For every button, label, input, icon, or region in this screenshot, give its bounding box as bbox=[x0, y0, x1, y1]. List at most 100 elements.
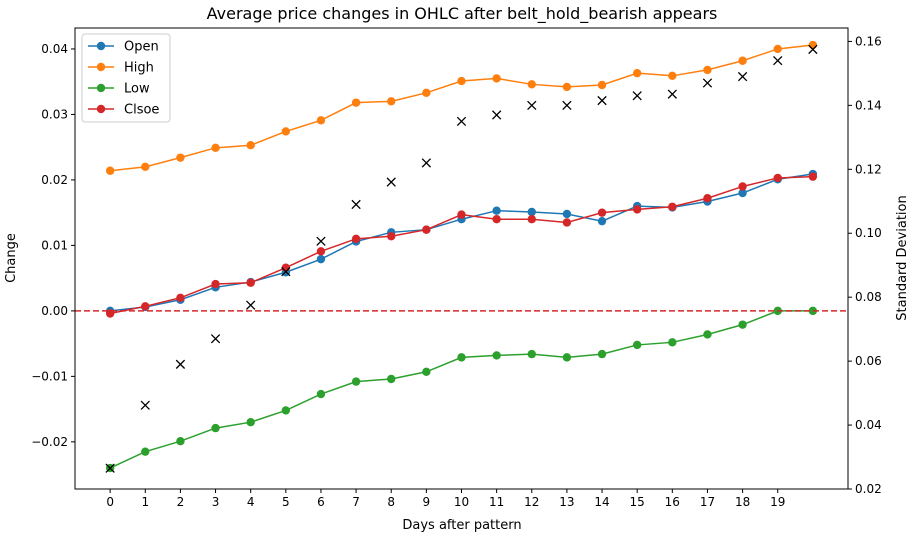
data-point-open bbox=[738, 188, 747, 198]
data-point-low bbox=[738, 320, 747, 329]
data-point-high bbox=[632, 68, 642, 78]
x-tick-label: 16 bbox=[665, 495, 680, 509]
legend: Open High Low Clsoe bbox=[81, 33, 171, 123]
plot-frame bbox=[74, 27, 849, 490]
y2-tick-label: 0.14 bbox=[855, 98, 882, 112]
legend-swatch-marker bbox=[96, 104, 106, 114]
data-point-low bbox=[632, 340, 642, 350]
std-dev-point bbox=[386, 177, 396, 187]
data-point-high bbox=[597, 80, 607, 90]
std-dev-point bbox=[737, 71, 748, 82]
legend-label: Low bbox=[124, 82, 150, 97]
data-point-clsoe bbox=[492, 215, 501, 224]
legend-label: High bbox=[124, 61, 154, 76]
x-tick-label: 5 bbox=[282, 495, 290, 509]
legend-swatch-marker bbox=[96, 41, 106, 51]
data-point-low bbox=[527, 349, 536, 359]
data-point-low bbox=[387, 374, 396, 384]
std-dev-point bbox=[421, 158, 432, 168]
y2-tick-label: 0.06 bbox=[855, 354, 882, 368]
data-point-low bbox=[281, 406, 291, 415]
data-point-low bbox=[351, 377, 361, 386]
y-tick-label: −0.02 bbox=[31, 435, 68, 449]
y-tick-label: 0.01 bbox=[41, 238, 68, 252]
x-tick-label: 8 bbox=[387, 495, 395, 509]
legend-label: Clsoe bbox=[124, 103, 159, 118]
data-point-high bbox=[527, 80, 536, 89]
data-point-open bbox=[316, 254, 326, 264]
std-dev-point bbox=[632, 91, 642, 101]
x-tick-label: 7 bbox=[352, 495, 360, 509]
data-point-low bbox=[316, 389, 326, 399]
data-point-clsoe bbox=[703, 194, 712, 203]
chart-title: Average price changes in OHLC after belt… bbox=[207, 4, 718, 24]
data-point-low bbox=[211, 423, 220, 433]
data-point-high bbox=[387, 97, 396, 106]
y2-tick-label: 0.02 bbox=[855, 482, 882, 496]
data-point-clsoe bbox=[246, 278, 255, 287]
data-point-clsoe bbox=[316, 247, 326, 256]
data-point-high bbox=[808, 40, 818, 50]
data-point-clsoe bbox=[387, 232, 396, 241]
data-point-clsoe bbox=[773, 173, 782, 183]
data-point-clsoe bbox=[422, 225, 431, 234]
legend-box bbox=[81, 33, 171, 123]
data-point-clsoe bbox=[141, 302, 150, 311]
x-tick-label: 13 bbox=[559, 495, 574, 509]
data-point-high bbox=[492, 74, 501, 83]
std-dev-point bbox=[105, 463, 115, 473]
x-tick-label: 2 bbox=[177, 495, 185, 509]
data-point-low bbox=[176, 436, 185, 446]
data-point-high bbox=[351, 98, 361, 107]
data-point-high bbox=[316, 116, 326, 125]
data-point-clsoe bbox=[668, 202, 677, 211]
x-tick-label: 11 bbox=[489, 495, 504, 509]
data-point-low bbox=[668, 338, 677, 347]
data-point-clsoe bbox=[281, 263, 291, 272]
data-point-clsoe bbox=[176, 293, 185, 302]
legend-label: Open bbox=[124, 40, 159, 55]
y2-tick-label: 0.12 bbox=[855, 162, 882, 176]
y-tick-label: 0.03 bbox=[41, 107, 68, 121]
y2-tick-label: 0.04 bbox=[855, 418, 882, 432]
data-point-open bbox=[527, 207, 536, 217]
data-point-high bbox=[176, 153, 185, 162]
data-point-low bbox=[597, 349, 607, 359]
x-axis-title: Days after pattern bbox=[402, 518, 521, 533]
std-dev-point bbox=[773, 55, 783, 66]
data-point-high bbox=[668, 71, 677, 81]
x-tick-label: 4 bbox=[247, 495, 255, 509]
data-point-high bbox=[246, 141, 255, 150]
x-tick-label: 15 bbox=[630, 495, 645, 509]
x-tick-label: 18 bbox=[735, 495, 750, 509]
y-tick-label: −0.01 bbox=[31, 369, 68, 383]
std-dev-point bbox=[702, 78, 713, 88]
std-dev-point bbox=[246, 300, 256, 310]
data-point-high bbox=[211, 143, 220, 153]
y2-tick-label: 0.10 bbox=[855, 226, 882, 240]
std-dev-point bbox=[597, 95, 607, 106]
data-point-high bbox=[703, 65, 712, 75]
x-tick-label: 19 bbox=[770, 495, 785, 509]
data-point-clsoe bbox=[597, 208, 607, 217]
x-tick-label: 6 bbox=[317, 495, 325, 509]
data-point-open bbox=[562, 209, 572, 219]
data-point-low bbox=[141, 447, 150, 456]
data-point-clsoe bbox=[738, 182, 747, 191]
y2-axis-title: Standard Deviation bbox=[895, 195, 910, 320]
y-tick-label: 0.00 bbox=[41, 304, 68, 318]
data-point-high bbox=[422, 88, 431, 98]
x-tick-label: 0 bbox=[106, 495, 114, 509]
y2-tick-label: 0.08 bbox=[855, 290, 882, 304]
data-point-low bbox=[422, 367, 431, 376]
std-dev-point bbox=[175, 359, 186, 369]
std-dev-point bbox=[808, 44, 818, 55]
data-point-clsoe bbox=[562, 218, 572, 227]
data-point-high bbox=[738, 56, 747, 65]
x-tick-label: 12 bbox=[524, 495, 539, 509]
std-dev-point bbox=[562, 100, 572, 111]
data-point-low bbox=[246, 418, 255, 427]
legend-swatch-marker bbox=[96, 62, 106, 72]
std-dev-point bbox=[210, 334, 221, 344]
